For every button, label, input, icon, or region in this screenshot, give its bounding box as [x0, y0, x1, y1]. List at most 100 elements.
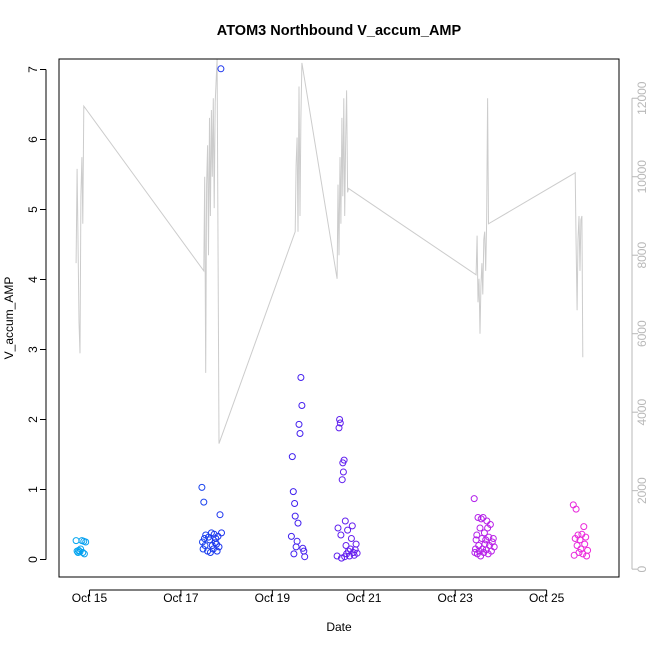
data-point: [77, 545, 85, 553]
data-point: [338, 476, 346, 484]
data-point: [474, 514, 482, 521]
data-point: [76, 548, 84, 556]
data-point: [348, 522, 356, 530]
y-tick-label: 2: [26, 416, 40, 423]
data-point: [579, 550, 587, 558]
data-point: [294, 519, 302, 527]
data-point: [218, 529, 225, 537]
data-point: [206, 536, 213, 544]
data-point: [293, 537, 301, 545]
data-point: [573, 542, 581, 549]
y2-tick-label: 8000: [635, 242, 649, 269]
axes-layer: Oct 15 Oct 17 Oct 19 Oct 21 Oct 23 Oct 25 0 1 2 3…: [26, 66, 649, 605]
data-point: [342, 542, 350, 549]
data-point: [339, 468, 347, 476]
data-point: [75, 546, 83, 554]
data-point: [486, 521, 494, 528]
data-point: [199, 545, 207, 553]
data-point: [490, 543, 498, 551]
data-point: [580, 523, 588, 531]
y-tick-label: 0: [26, 556, 40, 563]
y2-tick-label: 6000: [635, 320, 649, 347]
y-tick-label: 4: [26, 276, 40, 283]
x-tick-label: Oct 19: [255, 591, 291, 605]
data-point: [198, 483, 206, 491]
data-point: [289, 488, 297, 496]
data-point: [335, 424, 343, 432]
data-point: [476, 524, 484, 532]
y2-tick-label: 4000: [635, 399, 649, 426]
x-tick-label: Oct 25: [529, 591, 565, 605]
data-point: [288, 453, 296, 461]
data-point: [291, 500, 299, 507]
data-point: [336, 419, 344, 427]
data-point: [201, 542, 209, 549]
data-point: [341, 517, 349, 525]
data-point: [213, 547, 221, 555]
data-point: [215, 543, 223, 551]
y-tick-label: 1: [26, 486, 40, 493]
data-point: [345, 547, 352, 555]
data-point: [211, 539, 219, 547]
data-point: [333, 552, 341, 560]
data-point: [214, 532, 222, 540]
data-point: [353, 549, 361, 557]
y2-tick-label: 0: [635, 566, 649, 573]
data-point: [200, 535, 208, 542]
data-point: [347, 535, 355, 542]
data-point: [82, 538, 90, 546]
y-tick-label: 3: [26, 346, 40, 353]
data-point: [296, 430, 304, 437]
y-tick-label: 7: [26, 66, 40, 73]
data-point: [200, 498, 208, 506]
chart-title: ATOM3 Northbound V_accum_AMP: [217, 23, 462, 39]
data-point: [80, 550, 88, 558]
data-point: [489, 535, 497, 542]
data-point: [340, 456, 348, 464]
data-point: [584, 546, 592, 554]
data-point: [295, 420, 303, 428]
y-axis-label: V_accum_AMP: [2, 277, 16, 360]
x-axis-label: Date: [326, 620, 352, 634]
x-tick-label: Oct 23: [438, 591, 474, 605]
data-point: [210, 530, 218, 538]
data-point: [334, 524, 342, 532]
plot-frame: [58, 58, 620, 578]
data-point: [582, 533, 590, 541]
y2-tick-label: 2000: [635, 477, 649, 504]
data-point: [572, 505, 580, 513]
y2-tick-label: 10000: [635, 160, 649, 194]
data-point: [338, 554, 345, 562]
data-point: [478, 535, 486, 542]
data-point: [290, 550, 298, 558]
data-point: [485, 533, 493, 541]
y-tick-label: 6: [26, 136, 40, 143]
data-point: [217, 65, 225, 73]
data-point: [344, 526, 352, 534]
y2-tick-label: 12000: [635, 81, 649, 115]
data-point: [480, 529, 488, 537]
data-point: [297, 374, 305, 381]
data-point: [337, 531, 345, 539]
data-point: [479, 514, 487, 521]
x-tick-label: Oct 15: [72, 591, 108, 605]
data-point: [301, 553, 309, 561]
accumulation-line: [75, 58, 584, 444]
x-tick-label: Oct 17: [163, 591, 199, 605]
data-point: [336, 416, 344, 423]
data-point: [216, 511, 224, 519]
data-point: [575, 549, 583, 556]
data-point: [298, 402, 306, 409]
data-point: [291, 512, 299, 520]
data-point: [79, 549, 87, 556]
data-point: [352, 540, 360, 548]
y-tick-label: 5: [26, 206, 40, 213]
data-points-layer: [72, 65, 592, 562]
data-point: [470, 495, 478, 503]
data-point: [346, 552, 353, 560]
data-point: [483, 517, 491, 525]
data-point: [287, 532, 295, 540]
data-point: [581, 540, 589, 548]
